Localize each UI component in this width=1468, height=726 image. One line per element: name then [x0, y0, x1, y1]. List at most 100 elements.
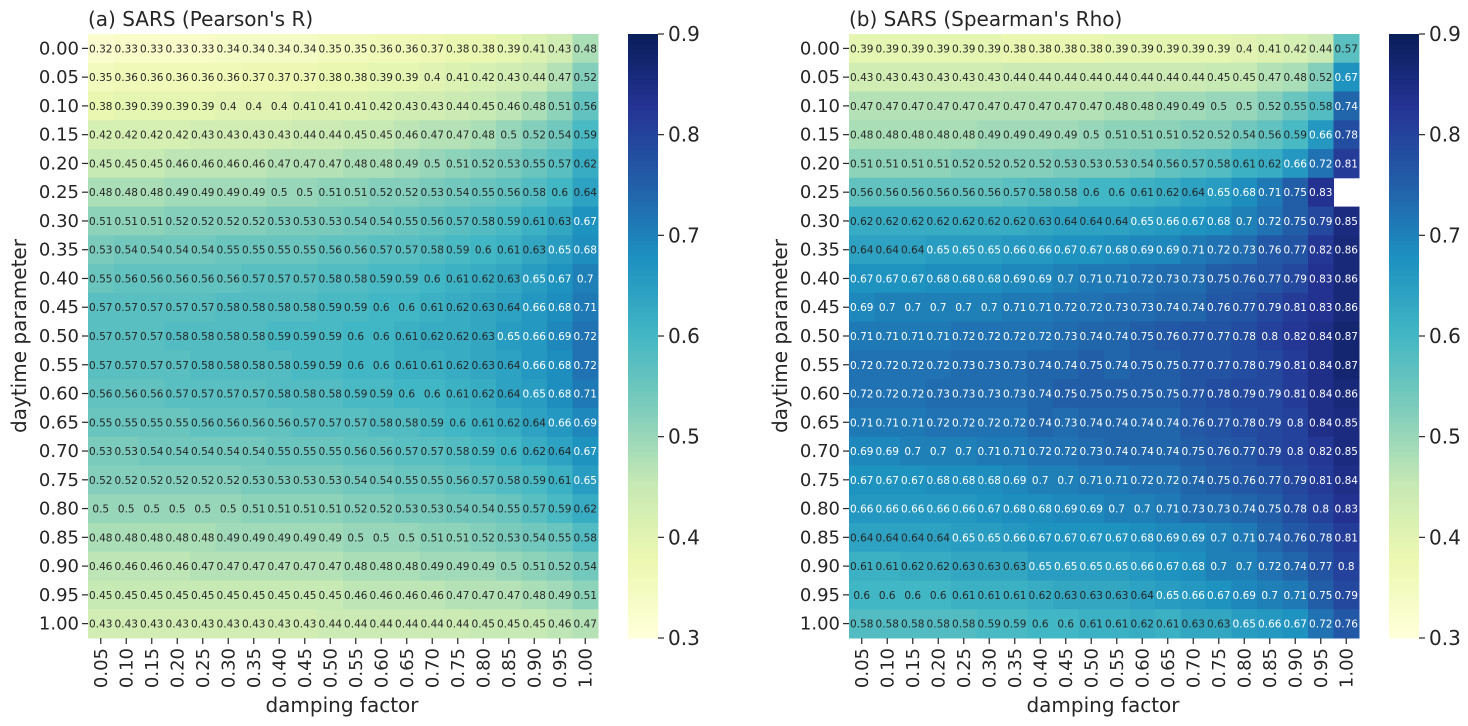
heatmap-cell	[241, 292, 267, 323]
y-tick-label: 0.15	[800, 125, 840, 146]
colorbar-segment	[1389, 532, 1419, 538]
colorbar-segment	[628, 502, 658, 508]
heatmap-cell	[1206, 206, 1232, 236]
cell-value-label: 0.67	[1054, 532, 1077, 544]
colorbar-segment	[1389, 84, 1419, 90]
cell-value-label: 0.53	[89, 446, 112, 458]
cell-value-label: 0.73	[1054, 417, 1077, 429]
heatmap-cell	[266, 120, 293, 150]
heatmap-cell	[113, 292, 140, 323]
heatmap-cell	[1282, 91, 1309, 121]
heatmap-cell	[470, 321, 497, 351]
cell-value-label: 0.48	[850, 130, 873, 142]
heatmap-cell	[900, 494, 926, 524]
cell-value-label: 0.39	[370, 72, 393, 84]
heatmap-cell	[266, 580, 293, 610]
heatmap-cell	[266, 62, 293, 93]
cell-value-label: 0.63	[1080, 590, 1103, 602]
heatmap-cell	[470, 580, 497, 610]
heatmap-cell	[951, 580, 977, 610]
cell-value-label: 0.72	[1003, 417, 1026, 429]
heatmap-cell	[1129, 235, 1156, 265]
cell-value-label: 0.6	[373, 331, 390, 343]
colorbar-segment	[1389, 49, 1419, 55]
cell-value-label: 0.52	[1258, 101, 1281, 113]
cell-value-label: 0.63	[497, 273, 520, 285]
cell-value-label: 0.6	[424, 273, 441, 285]
cell-value-label: 0.4	[271, 101, 288, 113]
heatmap-cell	[1206, 609, 1232, 639]
cell-value-label: 0.38	[89, 101, 112, 113]
cell-value-label: 0.36	[115, 72, 139, 84]
cell-value-label: 0.71	[574, 389, 597, 401]
colorbar-segment	[1389, 547, 1419, 554]
heatmap-cell	[1333, 407, 1360, 438]
colorbar-segment	[628, 592, 658, 599]
y-tick-label: 0.90	[39, 556, 79, 577]
cell-value-label: 0.47	[242, 561, 265, 573]
heatmap-cell	[1257, 177, 1283, 208]
cell-value-label: 0.58	[1309, 101, 1332, 113]
cell-value-label: 0.51	[876, 158, 899, 170]
x-tick-label: 0.85	[499, 648, 520, 688]
cell-value-label: 0.67	[1105, 532, 1128, 544]
cell-value-label: 0.78	[1335, 130, 1358, 142]
heatmap-cell	[547, 62, 573, 93]
heatmap-cell	[572, 264, 599, 294]
cell-value-label: 0.64	[1182, 187, 1206, 199]
cell-value-label: 0.71	[1080, 273, 1103, 285]
cell-value-label: 0.71	[1182, 245, 1205, 257]
cell-value-label: 0.72	[1054, 302, 1077, 314]
x-tick-label: 0.20	[928, 648, 949, 688]
cell-value-label: 0.84	[1309, 389, 1333, 401]
heatmap-cell	[1155, 465, 1181, 495]
cell-value-label: 0.56	[89, 389, 113, 401]
cell-value-label: 0.6	[398, 302, 415, 314]
colorbar-segment	[1389, 285, 1419, 292]
heatmap-cell	[1129, 494, 1156, 524]
heatmap-cell	[317, 91, 344, 121]
cell-value-label: 0.67	[1080, 532, 1103, 544]
heatmap-cell	[951, 522, 977, 553]
heatmap-cell	[1104, 292, 1130, 323]
cell-value-label: 0.56	[1156, 158, 1180, 170]
heatmap-cell	[1231, 522, 1258, 553]
heatmap-cell	[368, 609, 395, 639]
heatmap-cell	[241, 34, 267, 64]
heatmap-cell	[190, 379, 216, 409]
colorbar-segment	[628, 154, 658, 161]
heatmap-cell	[1027, 120, 1054, 150]
cell-value-label: 0.36	[395, 43, 419, 55]
cell-value-label: 0.39	[850, 43, 873, 55]
cell-value-label: 0.5	[118, 504, 135, 516]
heatmap-cell	[1078, 91, 1105, 121]
heatmap-cell	[113, 91, 140, 121]
colorbar-segment	[1389, 617, 1419, 624]
colorbar-segment	[628, 451, 658, 458]
heatmap-cell	[1129, 292, 1156, 323]
y-tick-label: 0.05	[39, 67, 79, 88]
heatmap-cell	[164, 206, 191, 236]
heatmap-cell	[241, 91, 267, 121]
cell-value-label: 0.68	[952, 273, 975, 285]
heatmap-cell	[1104, 34, 1130, 64]
colorbar-tick-label: 0.9	[1429, 22, 1461, 46]
cell-value-label: 0.68	[1105, 245, 1128, 257]
cell-value-label: 0.75	[1156, 360, 1179, 372]
x-axis-ticks: 0.05 0.10 0.15 0.20 0.25 0.30 0.35 0.40 0.45 0.50…	[91, 638, 596, 688]
colorbar-segment	[1389, 154, 1419, 161]
heatmap-cell	[976, 522, 1003, 553]
heatmap-cell	[1206, 494, 1232, 524]
cell-value-label: 0.47	[497, 590, 520, 602]
heatmap-cell	[470, 522, 497, 553]
cell-value-label: 0.67	[1284, 619, 1307, 631]
cell-value-label: 0.44	[395, 619, 419, 631]
colorbar-segment	[628, 200, 658, 206]
cell-value-label: 0.48	[395, 561, 418, 573]
heatmap-cell	[1231, 407, 1258, 438]
heatmap-cell	[419, 321, 446, 351]
cell-value-label: 0.61	[1003, 590, 1026, 602]
heatmap-cell	[1027, 177, 1054, 208]
colorbar-segment	[1389, 451, 1419, 458]
cell-value-label: 0.45	[115, 590, 138, 602]
